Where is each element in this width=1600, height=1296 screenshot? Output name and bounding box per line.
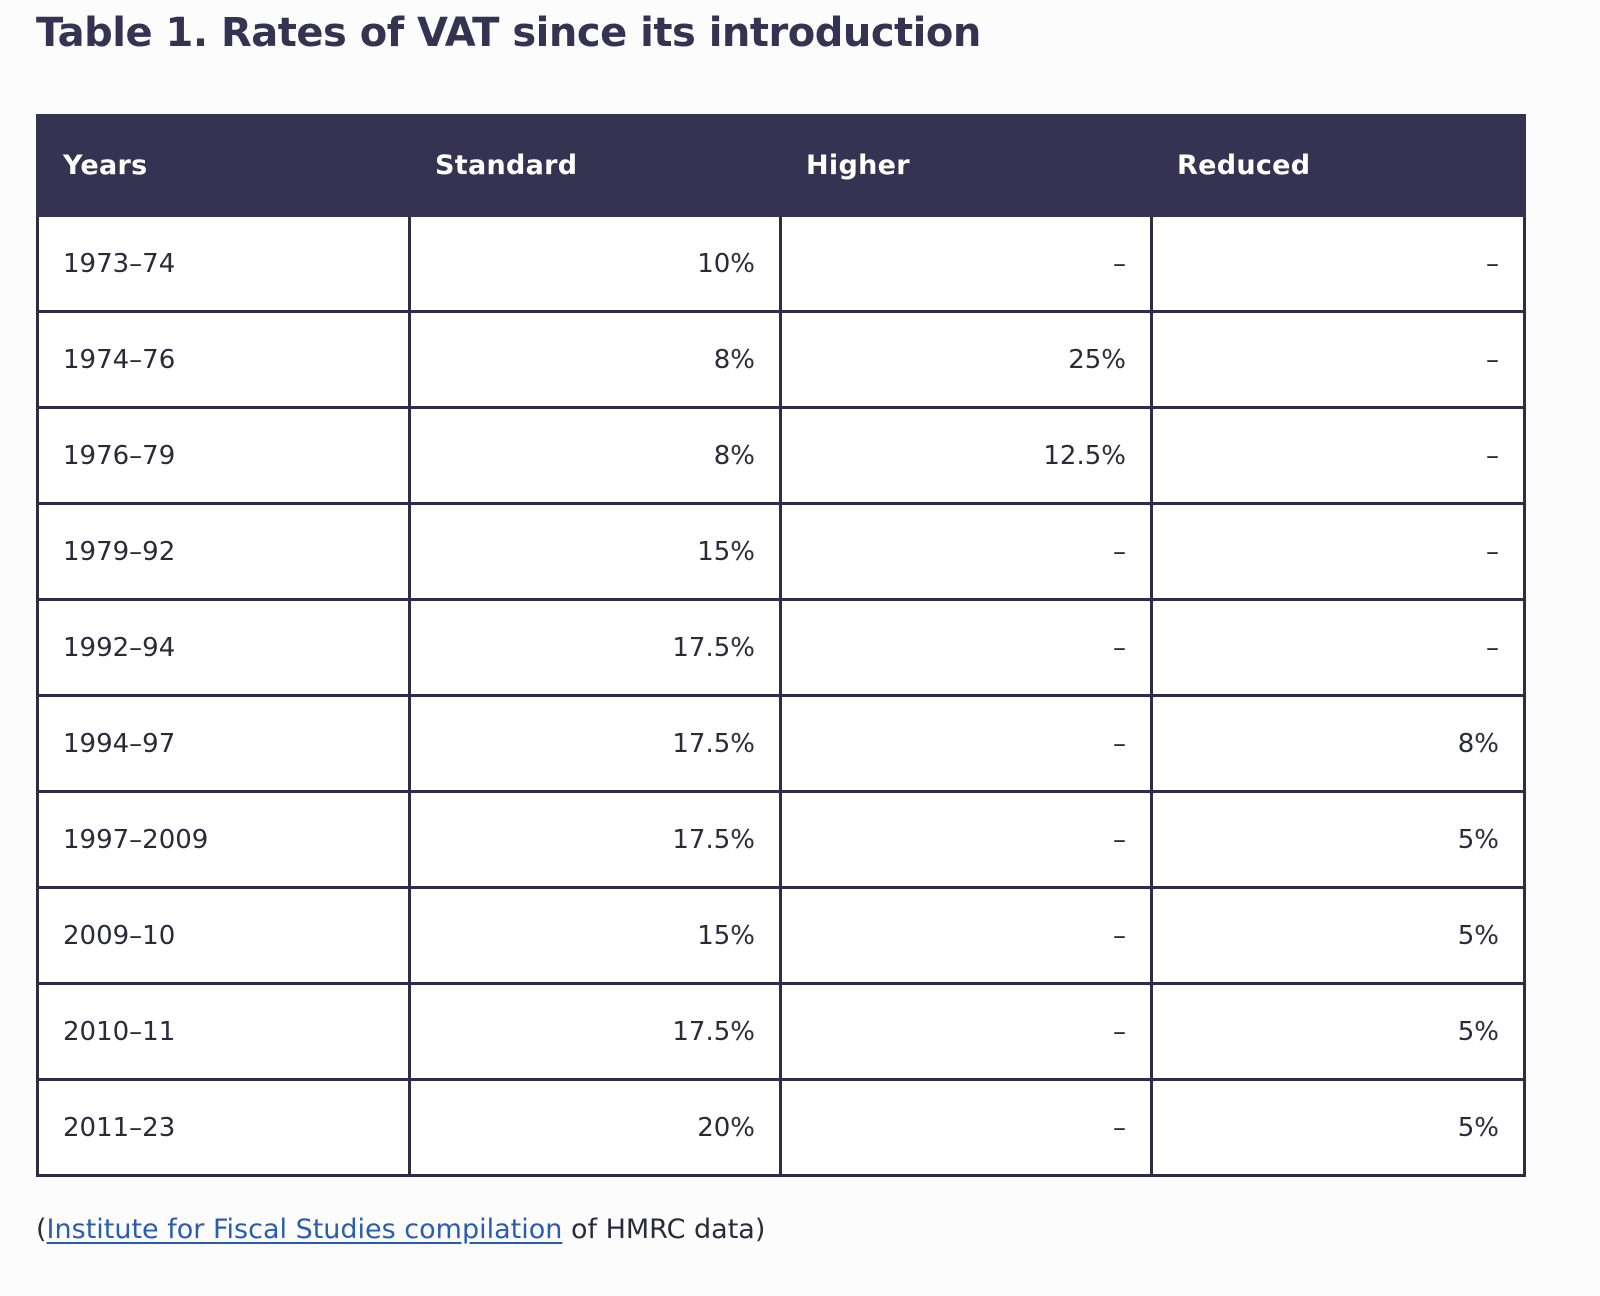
cell-reduced: 5% — [1150, 790, 1526, 889]
cell-years: 1976–79 — [36, 406, 411, 505]
cell-years: 2011–23 — [36, 1078, 411, 1177]
cell-higher: – — [779, 502, 1153, 601]
cell-years: 1994–97 — [36, 694, 411, 793]
cell-higher: – — [779, 1078, 1153, 1177]
cell-years: 1992–94 — [36, 598, 411, 697]
cell-years: 2010–11 — [36, 982, 411, 1081]
cell-standard: 8% — [408, 310, 782, 409]
source-note: (Institute for Fiscal Studies compilatio… — [36, 1210, 765, 1250]
cell-higher: – — [779, 214, 1153, 313]
table-row: 1976–79 8% 12.5% – — [36, 406, 1526, 505]
cell-standard: 10% — [408, 214, 782, 313]
cell-higher: – — [779, 598, 1153, 697]
table-row: 2010–11 17.5% – 5% — [36, 982, 1526, 1081]
cell-standard: 8% — [408, 406, 782, 505]
page-title: Table 1. Rates of VAT since its introduc… — [36, 10, 981, 56]
cell-years: 1974–76 — [36, 310, 411, 409]
cell-standard: 17.5% — [408, 598, 782, 697]
column-header-years: Years — [36, 114, 411, 217]
cell-reduced: 5% — [1150, 982, 1526, 1081]
source-suffix: of HMRC data) — [562, 1214, 766, 1245]
cell-years: 1979–92 — [36, 502, 411, 601]
table-row: 1974–76 8% 25% – — [36, 310, 1526, 409]
cell-standard: 17.5% — [408, 790, 782, 889]
cell-reduced: – — [1150, 502, 1526, 601]
table-row: 1992–94 17.5% – – — [36, 598, 1526, 697]
cell-years: 1973–74 — [36, 214, 411, 313]
table-row: 2011–23 20% – 5% — [36, 1078, 1526, 1177]
cell-standard: 20% — [408, 1078, 782, 1177]
cell-reduced: – — [1150, 310, 1526, 409]
cell-years: 1997–2009 — [36, 790, 411, 889]
table-row: 1994–97 17.5% – 8% — [36, 694, 1526, 793]
cell-years: 2009–10 — [36, 886, 411, 985]
cell-reduced: – — [1150, 214, 1526, 313]
column-header-higher: Higher — [779, 114, 1153, 217]
column-header-standard: Standard — [408, 114, 782, 217]
cell-higher: – — [779, 982, 1153, 1081]
table-row: 2009–10 15% – 5% — [36, 886, 1526, 985]
cell-reduced: 8% — [1150, 694, 1526, 793]
cell-higher: 12.5% — [779, 406, 1153, 505]
cell-higher: – — [779, 886, 1153, 985]
cell-reduced: – — [1150, 598, 1526, 697]
vat-rates-table: Years Standard Higher Reduced 1973–74 10… — [36, 114, 1526, 1177]
cell-higher: – — [779, 694, 1153, 793]
table-header-row: Years Standard Higher Reduced — [36, 114, 1526, 217]
cell-standard: 15% — [408, 886, 782, 985]
cell-standard: 17.5% — [408, 694, 782, 793]
table-row: 1979–92 15% – – — [36, 502, 1526, 601]
cell-reduced: 5% — [1150, 1078, 1526, 1177]
table-row: 1973–74 10% – – — [36, 214, 1526, 313]
cell-standard: 15% — [408, 502, 782, 601]
source-open-paren: ( — [36, 1214, 47, 1245]
cell-higher: – — [779, 790, 1153, 889]
column-header-reduced: Reduced — [1150, 114, 1526, 217]
cell-higher: 25% — [779, 310, 1153, 409]
table-row: 1997–2009 17.5% – 5% — [36, 790, 1526, 889]
ifs-compilation-link[interactable]: Institute for Fiscal Studies compilation — [46, 1214, 563, 1245]
cell-standard: 17.5% — [408, 982, 782, 1081]
cell-reduced: 5% — [1150, 886, 1526, 985]
cell-reduced: – — [1150, 406, 1526, 505]
